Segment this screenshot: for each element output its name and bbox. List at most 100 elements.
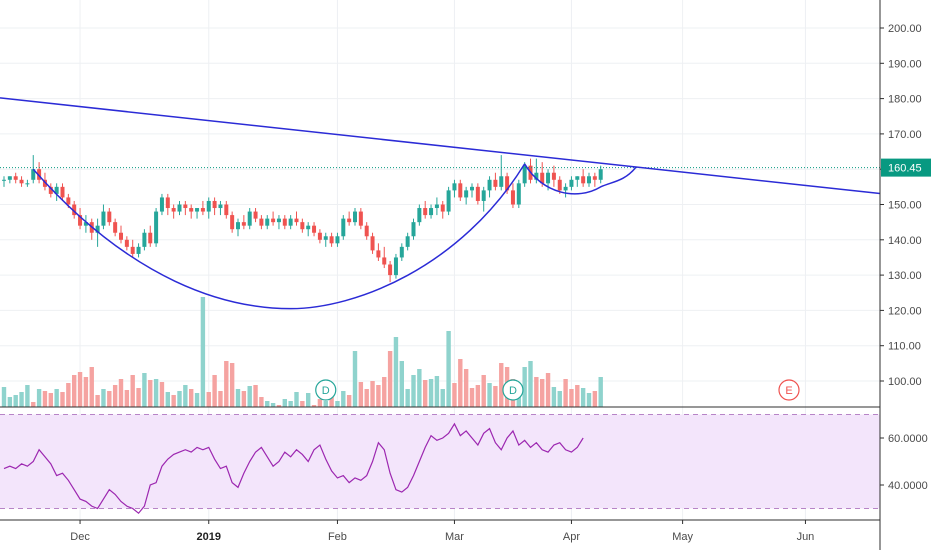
candle-body bbox=[171, 208, 176, 212]
candle-body bbox=[534, 172, 539, 180]
candle-body bbox=[510, 190, 515, 205]
volume-bar bbox=[586, 393, 592, 407]
candle-body bbox=[177, 204, 182, 212]
candle-body bbox=[388, 264, 393, 276]
volume-bar bbox=[253, 385, 258, 407]
volume-bar bbox=[598, 377, 603, 407]
volume-bar bbox=[25, 385, 30, 407]
candle-body bbox=[347, 218, 352, 223]
candle-body bbox=[475, 186, 480, 201]
candle-body bbox=[247, 211, 252, 226]
volume-bar bbox=[335, 401, 340, 407]
candle-body bbox=[271, 218, 276, 223]
last-price-label: 160.45 bbox=[888, 163, 922, 175]
candle-body bbox=[516, 183, 521, 205]
candle-body bbox=[66, 197, 71, 205]
candle-body bbox=[2, 179, 6, 181]
volume-bar bbox=[376, 385, 381, 407]
volume-bar bbox=[405, 389, 410, 407]
dividend-marker-label: D bbox=[509, 385, 517, 397]
volume-bar bbox=[159, 382, 165, 407]
volume-bar bbox=[235, 389, 241, 407]
candle-body bbox=[107, 211, 112, 223]
volume-bar bbox=[200, 297, 206, 407]
volume-bar bbox=[417, 369, 422, 407]
candle-body bbox=[317, 232, 322, 240]
volume-bar bbox=[259, 397, 264, 407]
candle-body bbox=[265, 218, 270, 226]
volume-bar bbox=[13, 395, 18, 407]
volume-bar bbox=[387, 351, 393, 407]
candle-body bbox=[83, 222, 88, 226]
volume-bar bbox=[580, 388, 586, 407]
candle-body bbox=[487, 179, 492, 191]
volume-bar bbox=[469, 388, 475, 407]
candle-body bbox=[546, 172, 551, 184]
candle-body bbox=[154, 211, 159, 244]
volume-bar bbox=[142, 373, 147, 407]
candle-body bbox=[60, 186, 65, 198]
candle-body bbox=[259, 218, 264, 226]
oscillator-band bbox=[0, 414, 880, 509]
candle-body bbox=[370, 236, 375, 251]
candle-body bbox=[200, 208, 205, 212]
candle-body bbox=[557, 179, 562, 191]
candle-body bbox=[119, 232, 123, 240]
volume-bar bbox=[36, 389, 42, 407]
price-tick-label: 180.00 bbox=[888, 94, 922, 106]
volume-bar bbox=[171, 395, 176, 407]
volume-bar bbox=[153, 379, 159, 407]
price-tick-label: 130.00 bbox=[888, 270, 922, 282]
volume-bar bbox=[42, 391, 48, 407]
candle-body bbox=[183, 204, 188, 209]
volume-bar bbox=[317, 399, 323, 407]
volume-bar bbox=[206, 392, 211, 407]
volume-bar bbox=[130, 375, 135, 407]
candle-body bbox=[136, 246, 141, 254]
candle-body bbox=[113, 222, 118, 233]
volume-bar bbox=[311, 405, 317, 407]
volume-bar bbox=[528, 361, 533, 407]
oscillator-tick-label: 40.0000 bbox=[888, 480, 928, 492]
candle-body bbox=[464, 190, 469, 198]
volume-bar bbox=[276, 405, 282, 407]
candle-body bbox=[458, 183, 463, 198]
volume-bar bbox=[563, 379, 568, 407]
candle-body bbox=[236, 222, 240, 230]
volume-bar bbox=[557, 391, 562, 407]
candle-body bbox=[411, 222, 416, 237]
volume-bar bbox=[458, 359, 463, 407]
volume-bar bbox=[446, 331, 451, 407]
volume-bar bbox=[428, 379, 434, 407]
candle-body bbox=[592, 176, 597, 180]
candle-body bbox=[440, 204, 445, 212]
volume-bar bbox=[352, 351, 358, 407]
candle-body bbox=[54, 186, 59, 194]
volume-bar bbox=[282, 399, 287, 407]
candle-body bbox=[212, 200, 217, 209]
volume-bar bbox=[112, 385, 118, 407]
candle-body bbox=[581, 176, 586, 184]
candle-body bbox=[31, 169, 36, 180]
candle-body bbox=[598, 169, 603, 180]
volume-bar bbox=[341, 391, 346, 407]
volume-bar bbox=[177, 391, 182, 407]
volume-bar bbox=[60, 392, 65, 407]
volume-bar bbox=[194, 393, 200, 407]
candle-body bbox=[78, 215, 83, 226]
volume-bar bbox=[288, 401, 293, 407]
oscillator-line bbox=[3, 422, 584, 515]
volume-bar bbox=[118, 379, 124, 407]
volume-bar bbox=[434, 376, 440, 407]
volume-bar bbox=[382, 377, 387, 407]
volume-bar bbox=[247, 386, 252, 407]
volume-bar bbox=[551, 387, 557, 407]
candle-body bbox=[417, 208, 422, 223]
volume-bar bbox=[306, 393, 311, 407]
candle-body bbox=[142, 232, 147, 247]
volume-bar bbox=[83, 377, 89, 407]
candle-body bbox=[563, 186, 568, 191]
volume-bar bbox=[224, 361, 229, 407]
volume-bar bbox=[540, 379, 545, 407]
volume-bar bbox=[364, 389, 369, 407]
